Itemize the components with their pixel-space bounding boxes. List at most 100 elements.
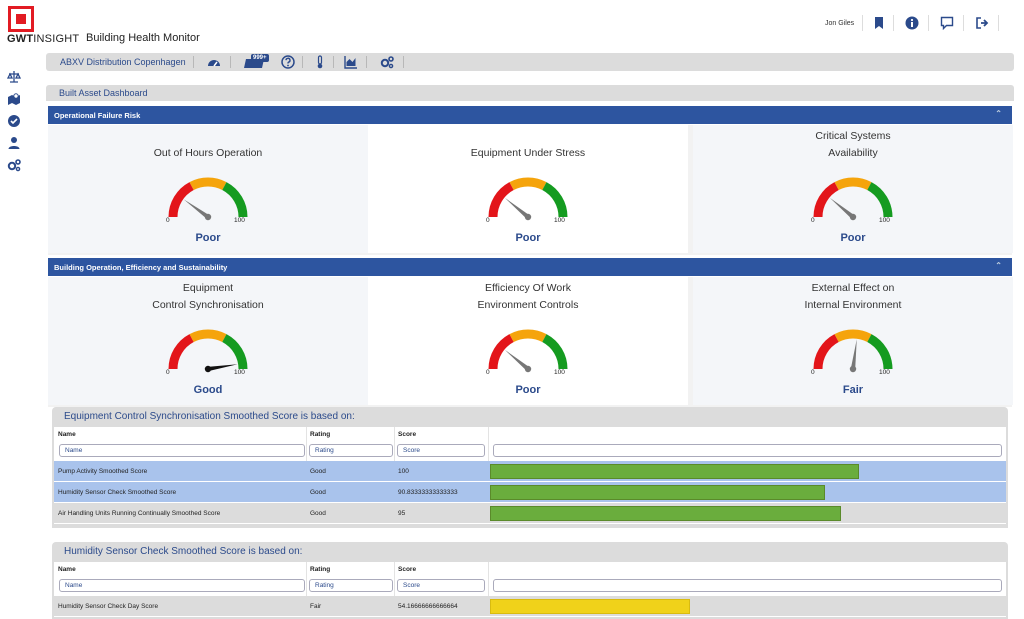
divider — [998, 15, 999, 31]
column-header-score[interactable]: Score — [398, 431, 417, 438]
cell-name: Air Handling Units Running Continually S… — [58, 510, 221, 517]
gauge-max-label: 100 — [879, 217, 890, 224]
chevron-up-icon[interactable]: ⌃ — [995, 109, 1002, 118]
dashboard-gauge-icon[interactable] — [207, 55, 221, 69]
score-bar-track — [490, 485, 1002, 500]
column-header-name[interactable]: Name — [58, 431, 76, 438]
gauge-arc-amber — [509, 329, 547, 343]
divider — [403, 56, 404, 68]
site-selector[interactable]: ABXV Distribution Copenhagen — [60, 57, 186, 67]
logo-text-light: INSIGHT — [33, 33, 80, 45]
filter-input-name[interactable]: Name — [59, 444, 305, 457]
cell-name: Humidity Sensor Check Smoothed Score — [58, 489, 177, 496]
user-name[interactable]: Jon Giles — [825, 20, 855, 27]
chevron-up-icon[interactable]: ⌃ — [995, 261, 1002, 270]
gauge-card: Equipment Under Stress 0 100 Poor — [368, 125, 688, 253]
section-label: Operational Failure Risk — [54, 111, 141, 120]
gauge-arc-green — [542, 182, 568, 218]
table-row[interactable]: Humidity Sensor Check Smoothed Score Good… — [54, 482, 1006, 503]
table-row[interactable]: Humidity Sensor Check Day Score Fair 54.16… — [54, 596, 1006, 617]
gauge-title: Out of Hours Operation — [153, 147, 263, 159]
check-circle-icon[interactable] — [7, 114, 21, 128]
gauge-title-line1: External Effect on — [811, 282, 895, 294]
gauge-arc-red — [488, 334, 514, 370]
filter-input-bar[interactable] — [493, 444, 1002, 457]
chat-icon[interactable] — [940, 16, 954, 30]
help-icon[interactable] — [281, 55, 295, 69]
site-toolbar: ABXV Distribution Copenhagen 999+ — [46, 53, 1014, 71]
gauge-arc-red — [488, 182, 514, 218]
cell-rating: Good — [310, 489, 326, 496]
gauge-title: Environment Controls — [477, 299, 579, 311]
gauge-arc-green — [222, 334, 248, 370]
gauge-max-label: 100 — [554, 217, 565, 224]
section-header-operational-failure-risk[interactable]: Operational Failure Risk ⌃ — [48, 106, 1012, 124]
filter-input-bar[interactable] — [493, 579, 1002, 592]
gauge-min-label: 0 — [486, 217, 490, 224]
map-pin-icon[interactable] — [7, 92, 21, 106]
app-title: Building Health Monitor — [86, 32, 200, 44]
cogs-icon[interactable] — [7, 158, 21, 172]
gauge-title: Availability — [828, 147, 878, 159]
gauge-row: Equipment Control Synchronisation 0 100 Good… — [48, 277, 1013, 407]
bookmark-icon[interactable] — [872, 16, 886, 30]
filter-input-rating[interactable]: Rating — [309, 444, 393, 457]
column-header-rating[interactable]: Rating — [310, 566, 331, 573]
dashboard-header: Built Asset Dashboard — [46, 85, 1014, 101]
gauge-needle — [850, 339, 857, 370]
column-header-name[interactable]: Name — [58, 566, 76, 573]
thermometer-icon[interactable] — [313, 55, 327, 69]
sign-out-icon[interactable] — [975, 16, 989, 30]
gauge-status: Good — [193, 384, 223, 396]
divider — [230, 56, 231, 68]
score-bar-track — [490, 464, 1002, 479]
score-bar — [490, 506, 841, 521]
gauge-hub — [204, 365, 212, 373]
gauge-title: Internal Environment — [804, 299, 902, 311]
divider — [193, 56, 194, 68]
column-divider — [488, 562, 489, 617]
gauge-arc-green — [222, 182, 248, 218]
section-header-building-operation[interactable]: Building Operation, Efficiency and Susta… — [48, 258, 1012, 276]
gauge-needle — [183, 199, 210, 219]
info-icon[interactable] — [905, 16, 919, 30]
gauge-card: Equipment Control Synchronisation 0 100 Good — [48, 277, 368, 405]
detail-title: Humidity Sensor Check Smoothed Score is … — [64, 546, 303, 557]
gauge-arc-red — [168, 182, 194, 218]
gauge-dial — [488, 329, 568, 373]
filter-input-score[interactable]: Score — [397, 579, 485, 592]
gauge-dial — [168, 177, 248, 221]
area-chart-icon[interactable] — [344, 55, 358, 69]
logo-icon[interactable] — [8, 6, 34, 32]
alerts-badge: 999+ — [251, 54, 269, 62]
gauge-title: Control Synchronisation — [152, 299, 264, 311]
divider — [366, 56, 367, 68]
gauge-max-label: 100 — [234, 369, 245, 376]
gauge-arc-amber — [509, 177, 547, 191]
cogs-icon[interactable] — [380, 55, 394, 69]
score-bar-track — [490, 506, 1002, 521]
user-icon[interactable] — [7, 136, 21, 150]
detail-panel: Humidity Sensor Check Smoothed Score is … — [52, 542, 1008, 619]
balance-scale-icon[interactable] — [7, 70, 21, 84]
column-header-rating[interactable]: Rating — [310, 431, 331, 438]
gauge-card: Critical Systems Availability 0 100 Poor — [693, 125, 1013, 253]
filter-input-score[interactable]: Score — [397, 444, 485, 457]
table-row[interactable]: Air Handling Units Running Continually S… — [54, 503, 1006, 524]
gauge-min-label: 0 — [811, 369, 815, 376]
cell-score: 100 — [398, 468, 409, 475]
column-header-score[interactable]: Score — [398, 566, 417, 573]
filter-input-name[interactable]: Name — [59, 579, 305, 592]
gauge-arc-green — [542, 334, 568, 370]
gauge-dial — [168, 329, 248, 373]
gauge-title: Equipment Under Stress — [470, 147, 586, 159]
table-row[interactable]: Pump Activity Smoothed Score Good 100 — [54, 461, 1006, 482]
cell-rating: Fair — [310, 603, 322, 610]
header: GWTINSIGHT Building Health Monitor Jon G… — [0, 0, 1024, 50]
divider — [963, 15, 964, 31]
filter-input-rating[interactable]: Rating — [309, 579, 393, 592]
gauge-arc-green — [867, 334, 893, 370]
gauge-dial — [813, 329, 893, 373]
cell-rating: Good — [310, 510, 326, 517]
